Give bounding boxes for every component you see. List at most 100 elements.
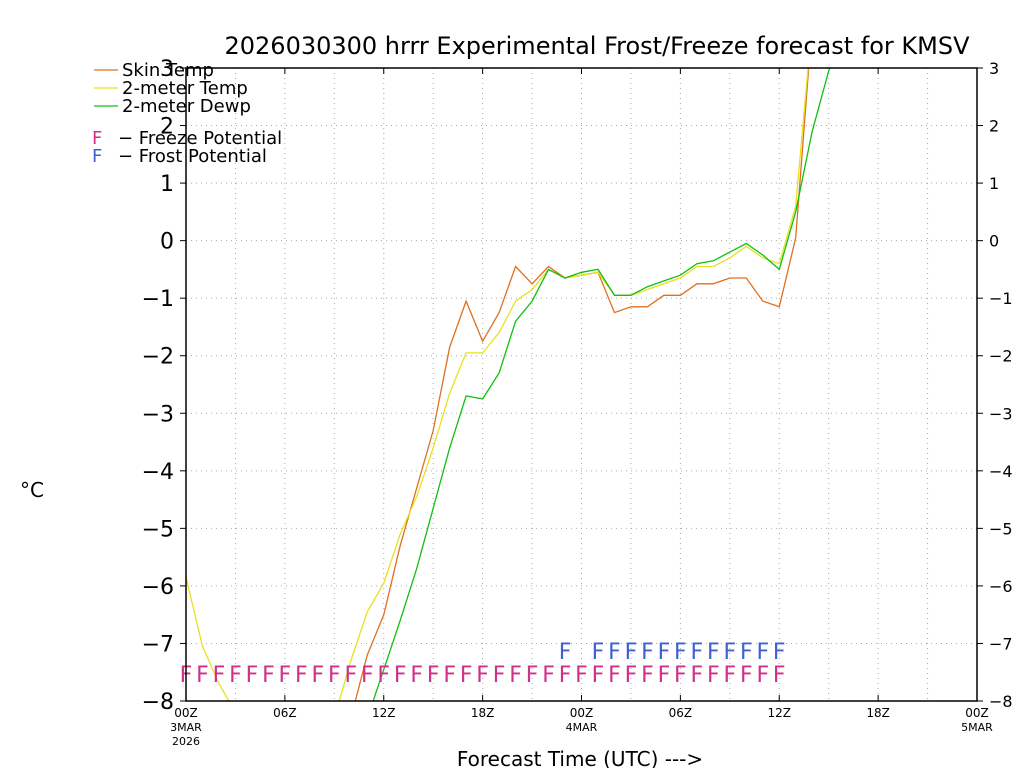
freeze-marker: F: [279, 663, 292, 688]
y-tick-label-left: −3: [142, 402, 174, 427]
freeze-marker: F: [592, 663, 605, 688]
freeze-marker: F: [213, 663, 226, 688]
frost-marker: F: [723, 640, 736, 665]
series-lines: [186, 68, 831, 701]
freeze-marker: F: [361, 663, 374, 688]
freeze-marker: F: [691, 663, 704, 688]
frost-marker: F: [756, 640, 769, 665]
frost-marker: F: [674, 640, 687, 665]
freeze-marker: F: [575, 663, 588, 688]
x-axis-label: Forecast Time (UTC) --->: [457, 747, 703, 768]
frost-marker: F: [740, 640, 753, 665]
x-tick-date: 3MAR: [170, 721, 202, 734]
y-tick-label-right: −6: [989, 577, 1013, 596]
freeze-marker: F: [410, 663, 423, 688]
frost-marker: F: [592, 640, 605, 665]
freeze-marker: F: [328, 663, 341, 688]
freeze-marker: F: [394, 663, 407, 688]
y-tick-label-right: −3: [989, 404, 1013, 423]
x-tick-label: 00Z: [570, 706, 594, 720]
x-tick-label: 12Z: [768, 706, 792, 720]
y-tick-label-right: 3: [989, 59, 999, 78]
x-tick-year: 2026: [172, 735, 200, 748]
freeze-marker: F: [608, 663, 621, 688]
freeze-marker: F: [723, 663, 736, 688]
freeze-marker: F: [526, 663, 539, 688]
x-tick-label: 00Z: [965, 706, 989, 720]
x-tick-label: 06Z: [273, 706, 297, 720]
y-tick-label-right: −8: [989, 692, 1013, 711]
x-tick-label: 06Z: [669, 706, 693, 720]
y-tick-label-right: −7: [989, 634, 1013, 653]
y-tick-label-right: −2: [989, 347, 1013, 366]
y-tick-label-left: −5: [142, 517, 174, 542]
frost-marker: F: [658, 640, 671, 665]
freeze-marker: F: [246, 663, 259, 688]
legend-label: 2-meter Dewp: [122, 96, 251, 117]
freeze-marker: F: [773, 663, 786, 688]
legend-label: Skin Temp: [122, 60, 214, 81]
freeze-marker: F: [740, 663, 753, 688]
y-tick-label-left: 0: [160, 230, 174, 255]
freeze-marker: F: [559, 663, 572, 688]
freeze-marker: F: [625, 663, 638, 688]
legend-marker: F: [92, 128, 102, 149]
freeze-marker: F: [196, 663, 209, 688]
freeze-marker: F: [658, 663, 671, 688]
y-tick-label-left: −7: [142, 632, 174, 657]
x-tick-date: 5MAR: [961, 721, 993, 734]
series-line-2-meter-dewp: [372, 68, 831, 701]
legend-marker: F: [92, 146, 102, 167]
y-tick-label-left: −6: [142, 575, 174, 600]
frost-marker: F: [625, 640, 638, 665]
x-tick-label: 12Z: [372, 706, 396, 720]
freeze-marker: F: [542, 663, 555, 688]
freeze-marker: F: [427, 663, 440, 688]
freeze-marker: F: [229, 663, 242, 688]
potential-markers: F F F F F F F F F F F F F F F F F F F F F F F F F F F F F F F F F F F F FF F F…: [180, 640, 786, 688]
y-tick-label-left: −1: [142, 287, 174, 312]
freeze-marker: F: [460, 663, 473, 688]
chart-title: 2026030300 hrrr Experimental Frost/Freez…: [224, 32, 970, 60]
y-tick-label-right: −4: [989, 462, 1013, 481]
y-tick-label-right: −1: [989, 289, 1013, 308]
freeze-marker: F: [344, 663, 357, 688]
freeze-marker: F: [509, 663, 522, 688]
x-tick-label: 00Z: [174, 706, 198, 720]
y-tick-label-right: −5: [989, 519, 1013, 538]
grid-lines: [186, 68, 977, 701]
x-tick-label: 18Z: [471, 706, 495, 720]
series-line-2-meter-temp: [186, 68, 809, 701]
freeze-marker: F: [674, 663, 687, 688]
y-axis-label: °C: [20, 478, 44, 502]
freeze-marker: F: [707, 663, 720, 688]
frost-marker: F: [608, 640, 621, 665]
freeze-marker: F: [262, 663, 275, 688]
y-tick-label-right: 2: [989, 117, 999, 136]
y-tick-label-left: 2: [160, 115, 174, 140]
frost-marker: F: [641, 640, 654, 665]
y-axis-ticks: 3 3 2 2 1 1 0 0 −1 −1 −2 −2 −3 −3 −4 −4 −5 −5 −6 −6 −7 −7 −8 −8: [142, 57, 1013, 715]
y-tick-label-left: 3: [160, 57, 174, 82]
y-tick-label-left: −8: [142, 690, 174, 715]
y-tick-label-left: −2: [142, 345, 174, 370]
x-tick-date: 4MAR: [566, 721, 598, 734]
y-tick-label-right: 1: [989, 174, 999, 193]
y-tick-label-left: 1: [160, 172, 174, 197]
frost-marker: F: [559, 640, 572, 665]
freeze-marker: F: [641, 663, 654, 688]
legend-label: − Frost Potential: [118, 146, 267, 167]
frost-marker: F: [691, 640, 704, 665]
freeze-marker: F: [493, 663, 506, 688]
freeze-marker: F: [476, 663, 489, 688]
freeze-marker: F: [756, 663, 769, 688]
y-tick-label-right: 0: [989, 232, 999, 251]
x-tick-label: 18Z: [866, 706, 890, 720]
freeze-marker: F: [312, 663, 325, 688]
legend-label: 2-meter Temp: [122, 78, 248, 99]
freeze-marker: F: [443, 663, 456, 688]
legend-label: − Freeze Potential: [118, 128, 282, 149]
